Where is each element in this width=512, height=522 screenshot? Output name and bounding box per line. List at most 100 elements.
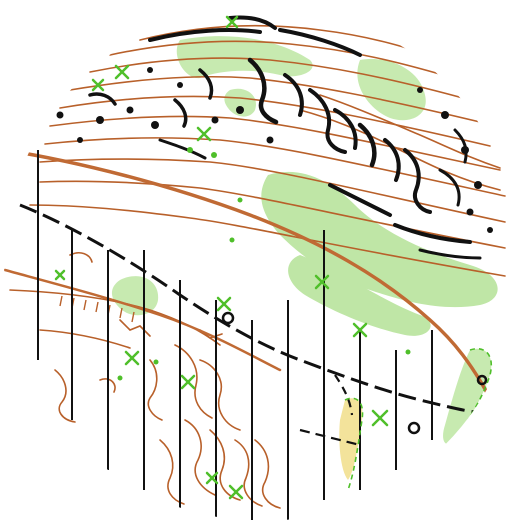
contour-line xyxy=(209,429,241,501)
green-cross-icon xyxy=(314,274,330,290)
boulder xyxy=(417,87,423,93)
vegetation-area xyxy=(111,276,159,316)
cliff xyxy=(198,68,214,100)
contour-line xyxy=(89,57,471,101)
boulder xyxy=(177,82,183,88)
cliff xyxy=(158,138,207,160)
boulder xyxy=(466,208,474,216)
cliff xyxy=(453,128,468,164)
green-dot xyxy=(211,152,217,158)
contour-line xyxy=(99,378,116,393)
cliff xyxy=(328,183,392,217)
contour-line xyxy=(147,359,163,421)
cliff xyxy=(333,108,358,150)
cliff xyxy=(438,168,461,207)
green-cross-icon xyxy=(225,15,239,29)
vegetation-area xyxy=(176,36,313,79)
contour-line xyxy=(29,204,506,277)
cliff xyxy=(418,248,482,260)
green-cross-icon xyxy=(352,322,368,338)
contour-line xyxy=(254,439,281,509)
footpath xyxy=(19,203,476,414)
contour-line xyxy=(184,419,216,496)
boulder xyxy=(487,227,493,233)
cliff xyxy=(278,28,362,57)
footpath xyxy=(299,428,361,447)
contour-line xyxy=(39,158,506,223)
green-cross-icon xyxy=(196,126,212,142)
green-cross-icon xyxy=(124,350,140,366)
green-dot xyxy=(237,197,243,203)
green-dot xyxy=(153,359,159,365)
vegetation-area xyxy=(443,348,492,445)
cliff xyxy=(393,223,472,244)
secondary-trail xyxy=(4,268,282,372)
cliff xyxy=(148,28,262,42)
contour-line xyxy=(39,329,131,349)
contour-line xyxy=(69,75,481,123)
slope-tick xyxy=(83,299,87,311)
green-cross-icon xyxy=(180,374,196,390)
vegetation-boundary-layer xyxy=(344,348,492,491)
pit-icon xyxy=(407,421,421,435)
cliff-layer xyxy=(88,15,482,260)
trail-layer xyxy=(4,148,492,400)
cliff xyxy=(88,92,117,106)
contour-line xyxy=(44,137,506,197)
boulder xyxy=(147,67,153,73)
boulder xyxy=(151,121,159,129)
green-dot xyxy=(117,375,123,381)
cliff xyxy=(383,138,401,182)
vegetation-boundary xyxy=(454,348,492,441)
boulder xyxy=(77,137,83,143)
boulder xyxy=(474,181,482,189)
contour-line xyxy=(54,369,76,423)
green-cross-icon xyxy=(216,296,232,312)
vegetation-area xyxy=(339,398,363,480)
green-dot-layer xyxy=(117,147,411,381)
boulder xyxy=(441,111,449,119)
green-cross-icon xyxy=(371,409,389,427)
vegetation-area xyxy=(224,88,256,117)
boulder xyxy=(266,136,274,144)
contour-line xyxy=(39,180,506,249)
contour-line xyxy=(109,40,461,81)
boulder xyxy=(96,116,104,124)
slope-tick xyxy=(59,295,63,307)
pit-icon xyxy=(221,311,235,325)
cliff xyxy=(283,73,304,117)
contour-line xyxy=(199,359,241,431)
vegetation-area xyxy=(261,171,498,308)
boulder xyxy=(126,106,134,114)
pit-layer xyxy=(221,311,488,435)
contour-line xyxy=(319,94,501,169)
green-dot xyxy=(405,349,411,355)
slope-tick xyxy=(119,307,123,319)
slope-tick xyxy=(131,311,135,323)
boulder xyxy=(56,111,64,119)
green-dot xyxy=(187,147,193,153)
green-cross-icon xyxy=(91,78,105,92)
contour-line xyxy=(174,344,213,419)
cliff xyxy=(308,88,347,154)
boulder xyxy=(211,116,219,124)
boulder-layer xyxy=(56,67,493,233)
green-cross-icon xyxy=(228,484,244,500)
green-cross-icon xyxy=(205,471,219,485)
contour-line xyxy=(159,439,185,505)
slope-tick xyxy=(95,301,99,313)
boulder xyxy=(236,106,244,114)
vegetation-boundary xyxy=(344,397,364,491)
green-feature-layer xyxy=(54,15,389,500)
footpath-layer xyxy=(19,203,476,447)
main-trail xyxy=(4,148,492,400)
boulder xyxy=(461,146,469,154)
green-cross-icon xyxy=(114,64,130,80)
green-dot xyxy=(229,237,235,243)
green-cross-icon xyxy=(54,269,66,281)
cliff xyxy=(173,98,188,128)
cliff xyxy=(247,57,279,125)
